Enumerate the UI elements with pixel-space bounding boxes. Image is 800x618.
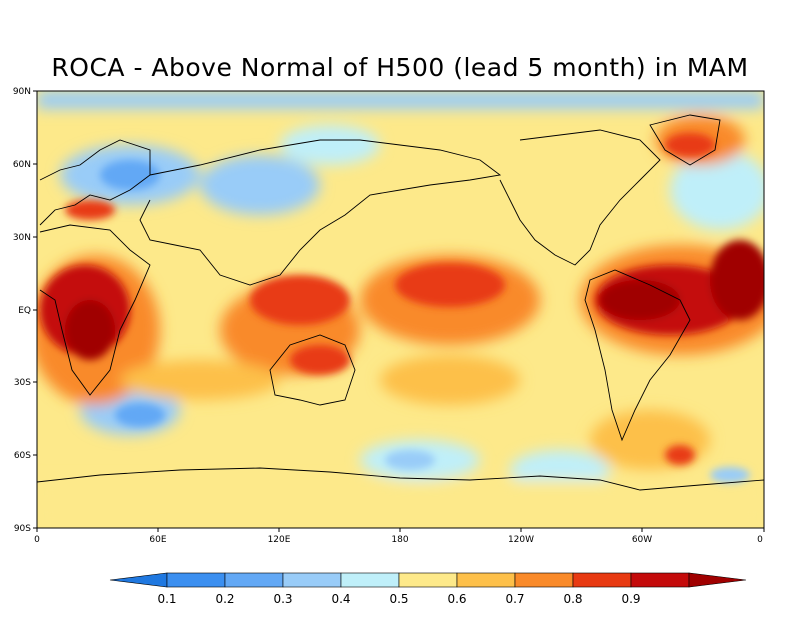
lat-tick-eq: EQ: [18, 306, 31, 316]
field-blobs-fine: [40, 133, 764, 483]
lat-tick-30s: 30S: [14, 378, 31, 388]
coastline-north-america: [499, 129, 661, 266]
colorbar-label: 0.6: [447, 592, 466, 606]
coastlines: [37, 114, 764, 491]
colorbar: 0.1 0.2 0.3 0.4 0.5 0.6 0.7 0.8 0.9: [109, 572, 747, 606]
colorbar-label: 0.5: [389, 592, 408, 606]
colorbar-label: 0.7: [505, 592, 524, 606]
lat-tick-60s: 60S: [14, 451, 31, 461]
lon-tick-0: 0: [34, 535, 40, 545]
colorbar-label: 0.8: [563, 592, 582, 606]
colorbar-label: 0.3: [273, 592, 292, 606]
colorbar-segment: [224, 572, 284, 588]
lon-tick-0-east: 0: [757, 535, 763, 545]
lat-axis: 90N 60N 30N EQ 30S 60S 90S: [13, 87, 37, 534]
colorbar-arrow-high: [688, 572, 747, 588]
coastline-asia: [139, 139, 502, 286]
colorbar-segment: [456, 572, 516, 588]
coastline-south-america: [584, 269, 691, 442]
coastline-greenland: [649, 114, 721, 166]
coastline-antarctica: [37, 467, 764, 491]
lon-tick-120w: 120W: [508, 535, 534, 545]
colorbar-label: 0.2: [215, 592, 234, 606]
map-title: ROCA - Above Normal of H500 (lead 5 mont…: [51, 53, 749, 82]
colorbar-segment: [630, 572, 690, 588]
colorbar-segment: [398, 572, 458, 588]
lon-tick-60w: 60W: [632, 535, 652, 545]
lat-tick-30n: 30N: [13, 233, 31, 243]
colorbar-label: 0.4: [331, 592, 350, 606]
lon-axis: 0 60E 120E 180 120W 60W 0: [34, 528, 765, 545]
colorbar-arrow-low: [109, 572, 168, 588]
lon-tick-180: 180: [391, 535, 408, 545]
skill-field: [37, 91, 764, 528]
colorbar-label: 0.1: [157, 592, 176, 606]
lon-tick-120e: 120E: [268, 535, 291, 545]
colorbar-segment: [340, 572, 400, 588]
lat-tick-90n: 90N: [13, 87, 31, 97]
lon-tick-60e: 60E: [149, 535, 166, 545]
colorbar-segment: [572, 572, 632, 588]
coastline-africa: [39, 224, 151, 396]
colorbar-segment: [166, 572, 226, 588]
colorbar-segment: [282, 572, 342, 588]
colorbar-segment: [514, 572, 574, 588]
lat-tick-60n: 60N: [13, 160, 31, 170]
coastline-australia: [269, 334, 356, 406]
lat-tick-90s: 90S: [14, 524, 31, 534]
colorbar-label: 0.9: [621, 592, 640, 606]
